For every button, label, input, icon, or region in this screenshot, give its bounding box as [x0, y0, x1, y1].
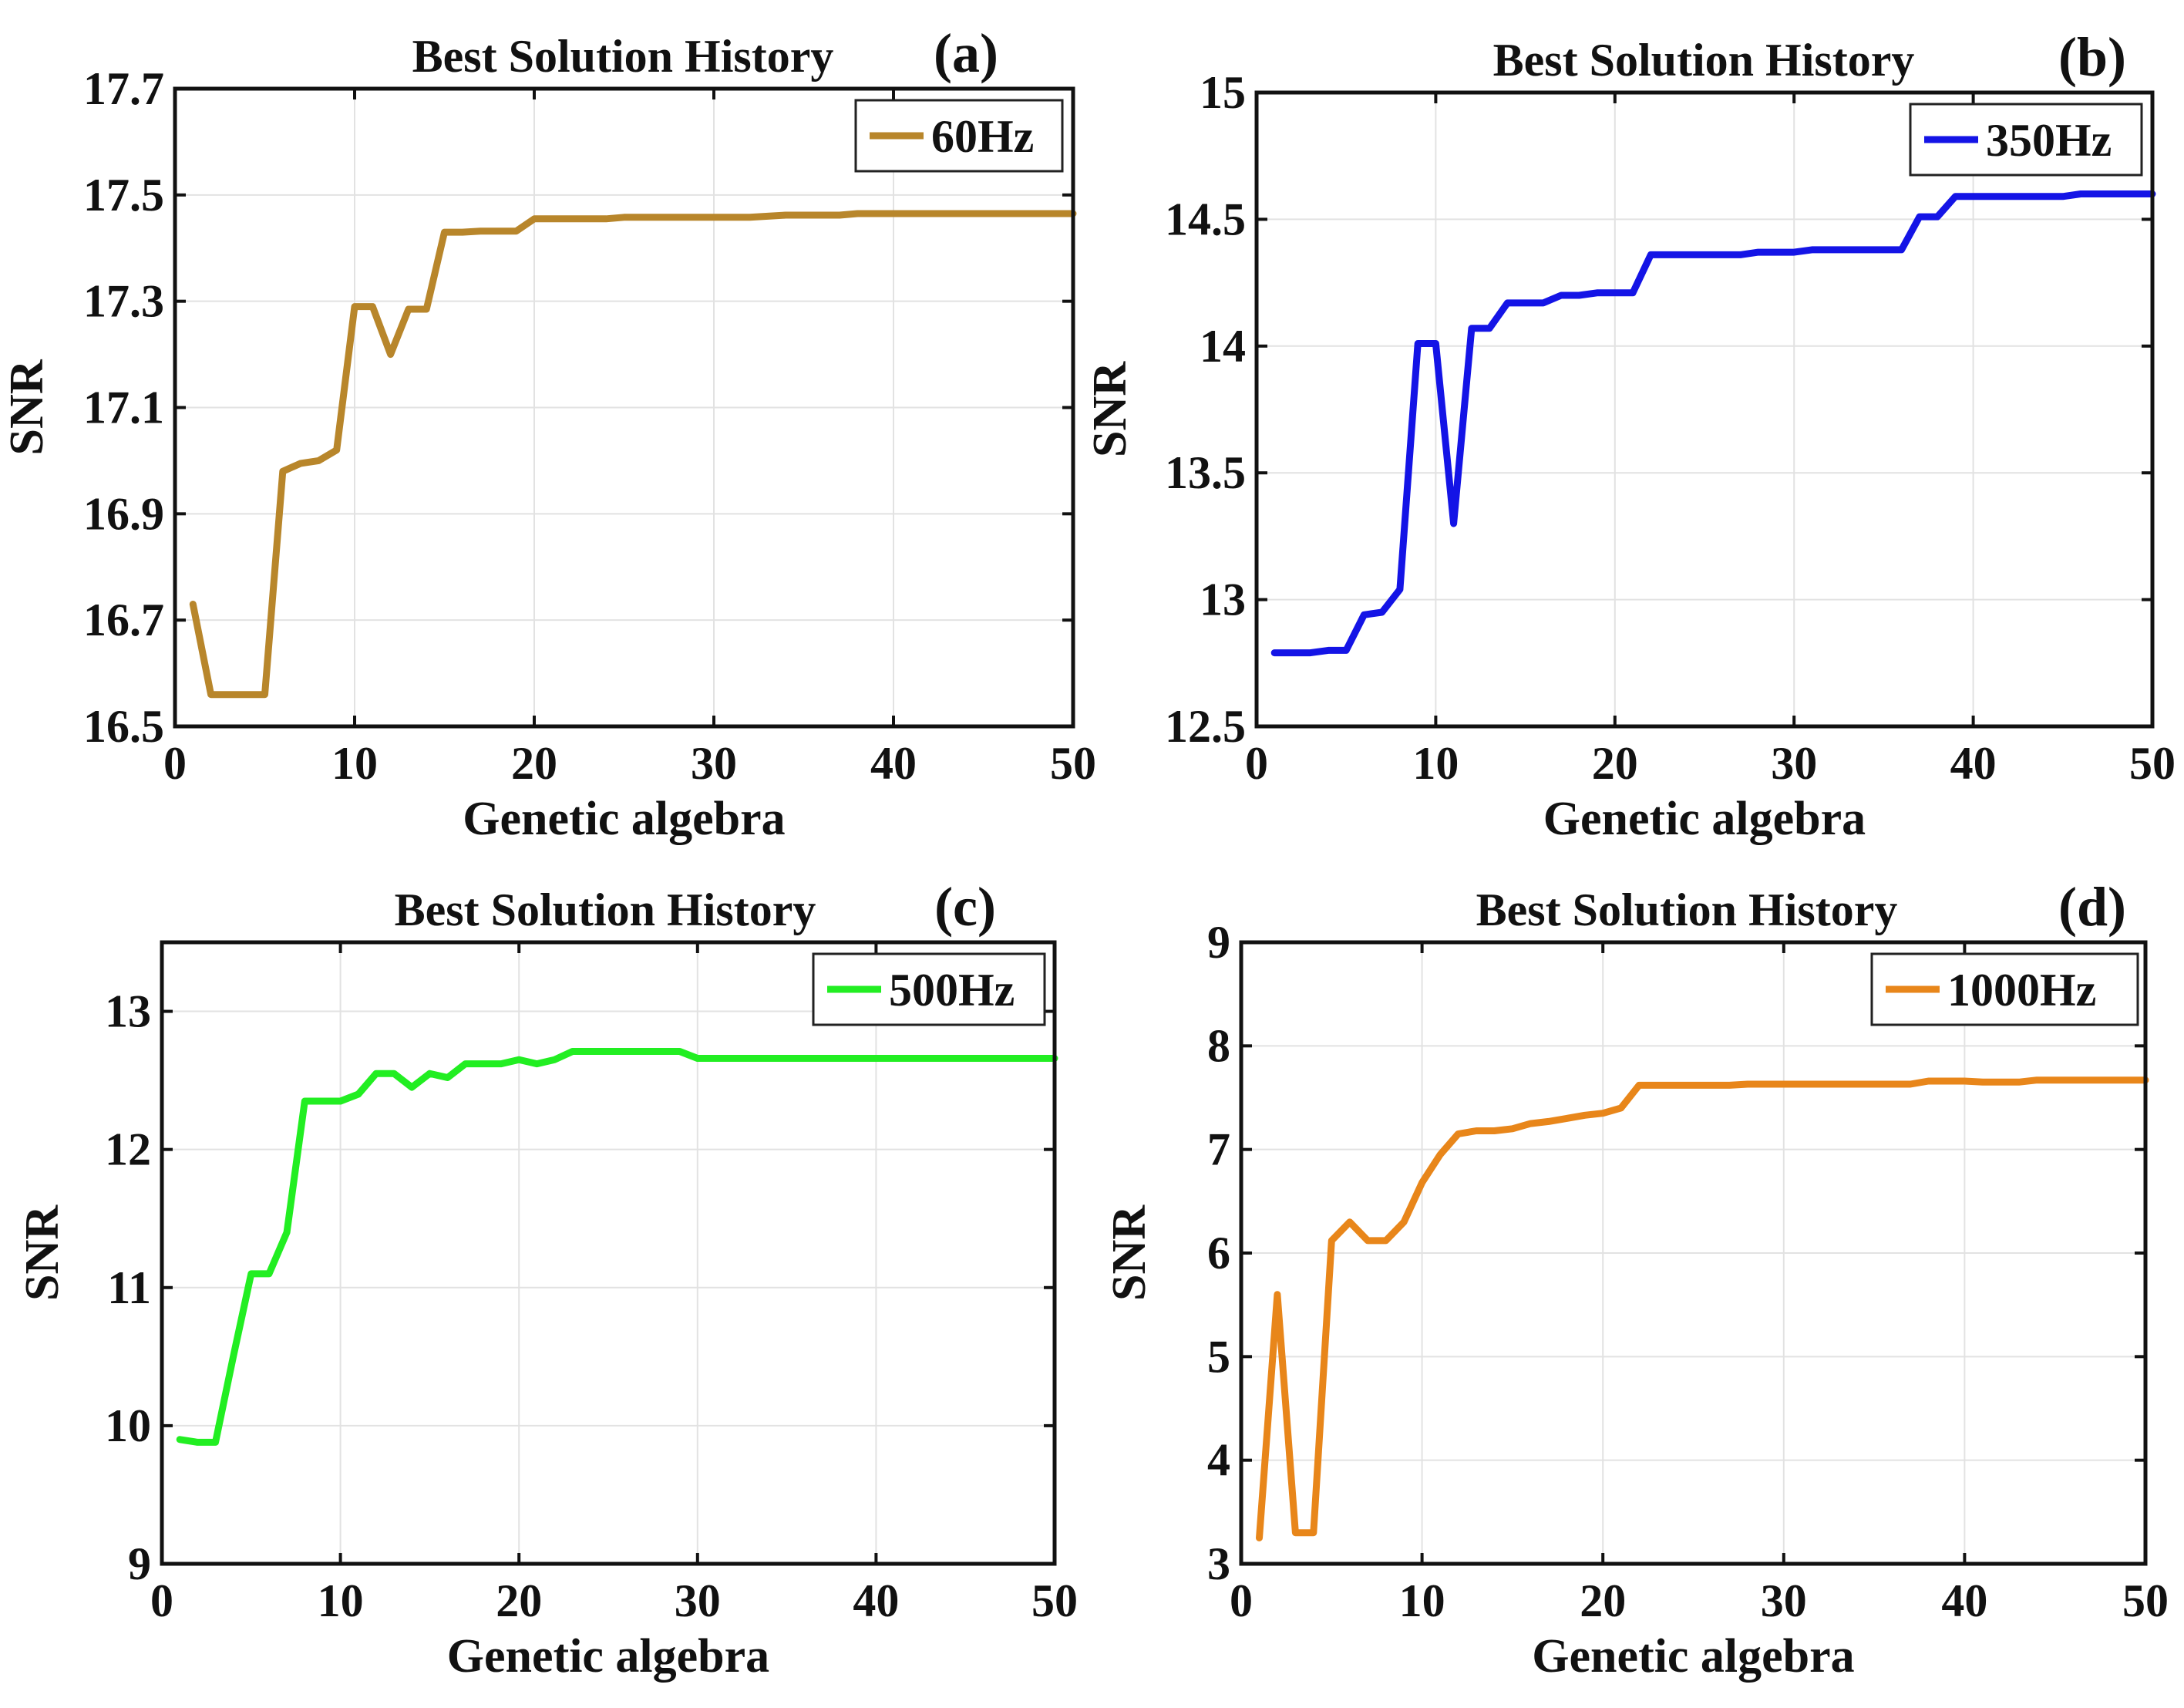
y-tick-label: 12 — [105, 1124, 151, 1175]
x-tick-label: 40 — [853, 1575, 899, 1626]
series-line-350Hz — [1270, 190, 2156, 657]
series-line-60Hz — [189, 210, 1077, 699]
panel-label: (b) — [2058, 26, 2126, 88]
x-tick-label: 0 — [163, 738, 187, 789]
y-tick-label: 14.5 — [1165, 194, 1246, 244]
y-tick-label: 16.7 — [83, 595, 164, 645]
y-axis-label: SNR — [16, 1204, 69, 1301]
x-tick-label: 40 — [870, 738, 917, 789]
x-tick-label: 20 — [1580, 1575, 1626, 1626]
chart-panel-0: 0 10 20 30 40 50 16.5 16.7 16.9 17.1 17.3 17.5 17.7 B… — [1, 22, 1096, 845]
x-tick-label: 30 — [675, 1575, 721, 1626]
x-tick-label: 20 — [511, 738, 557, 789]
y-tick-label: 14 — [1200, 321, 1246, 372]
x-tick-label: 40 — [1950, 738, 1997, 789]
y-tick-label: 17.1 — [83, 382, 164, 433]
y-tick-label: 13.5 — [1165, 447, 1246, 498]
y-tick-label: 9 — [128, 1538, 151, 1589]
x-tick-label: 50 — [2122, 1575, 2169, 1626]
y-tick-label: 10 — [105, 1400, 151, 1451]
y-tick-label: 12.5 — [1165, 701, 1246, 752]
legend-label: 350Hz — [1986, 115, 2112, 166]
y-tick-label: 7 — [1207, 1124, 1230, 1175]
y-tick-label: 6 — [1207, 1228, 1230, 1278]
x-tick-label: 50 — [1031, 1575, 1078, 1626]
x-tick-label: 10 — [331, 738, 378, 789]
y-tick-label: 13 — [105, 986, 151, 1037]
legend-label: 60Hz — [931, 111, 1034, 162]
chart-title: Best Solution History — [1493, 35, 1915, 86]
x-tick-label: 30 — [691, 738, 737, 789]
x-tick-label: 50 — [1050, 738, 1096, 789]
x-tick-label: 50 — [2129, 738, 2176, 789]
y-tick-label: 3 — [1207, 1538, 1230, 1589]
x-tick-label: 0 — [1230, 1575, 1253, 1626]
y-tick-label: 4 — [1207, 1435, 1230, 1486]
y-axis-label: SNR — [1084, 361, 1136, 457]
chart-panel-1: 0 10 20 30 40 50 12.5 13 13.5 14 14.5 15 Best Soluti… — [1084, 26, 2176, 845]
x-axis-label: Genetic algebra — [463, 793, 785, 845]
legend-label: 1000Hz — [1947, 965, 2096, 1016]
y-tick-label: 13 — [1200, 574, 1246, 625]
x-tick-label: 40 — [1941, 1575, 1987, 1626]
x-axis-label: Genetic algebra — [447, 1630, 769, 1683]
series-line-1000Hz — [1256, 1076, 2149, 1541]
series-line-500Hz — [176, 1048, 1058, 1446]
x-tick-label: 10 — [318, 1575, 364, 1626]
chart-title: Best Solution History — [1476, 884, 1898, 935]
legend: 1000Hz — [1870, 952, 2139, 1026]
x-tick-label: 20 — [496, 1575, 542, 1626]
legend: 60Hz — [854, 99, 1064, 173]
panel-label: (d) — [2058, 876, 2126, 938]
legend: 500Hz — [812, 952, 1046, 1026]
x-tick-label: 10 — [1412, 738, 1459, 789]
legend-label: 500Hz — [889, 965, 1015, 1016]
chart-panel-2: 0 10 20 30 40 50 9 10 11 12 13 Best Solution Histor… — [16, 876, 1078, 1683]
plot-frame — [1254, 90, 2155, 729]
y-axis-label: SNR — [1, 359, 53, 455]
y-tick-label: 16.5 — [83, 701, 164, 752]
x-tick-label: 30 — [1771, 738, 1817, 789]
y-axis-label: SNR — [1103, 1204, 1156, 1301]
x-axis-label: Genetic algebra — [1543, 793, 1866, 845]
chart-title: Best Solution History — [412, 31, 834, 82]
y-tick-label: 15 — [1200, 67, 1246, 118]
y-tick-label: 5 — [1207, 1331, 1230, 1382]
x-tick-label: 20 — [1592, 738, 1638, 789]
y-tick-label: 17.5 — [83, 170, 164, 221]
x-tick-label: 0 — [150, 1575, 173, 1626]
chart-panel-3: 0 10 20 30 40 50 3 4 5 6 7 8 9 Best Solution History (… — [1103, 876, 2169, 1683]
x-tick-label: 0 — [1245, 738, 1268, 789]
legend: 350Hz — [1909, 103, 2143, 177]
y-tick-label: 11 — [107, 1262, 151, 1313]
chart-title: Best Solution History — [395, 884, 816, 935]
y-tick-label: 8 — [1207, 1020, 1230, 1071]
x-tick-label: 30 — [1761, 1575, 1807, 1626]
panel-label: (c) — [934, 876, 996, 938]
y-tick-label: 16.9 — [83, 488, 164, 539]
x-axis-label: Genetic algebra — [1532, 1630, 1854, 1683]
x-tick-label: 10 — [1399, 1575, 1445, 1626]
y-tick-label: 9 — [1207, 917, 1230, 968]
panel-label: (a) — [934, 22, 998, 84]
y-tick-label: 17.7 — [83, 63, 164, 114]
plot-frame — [160, 940, 1057, 1566]
y-tick-label: 17.3 — [83, 276, 164, 327]
